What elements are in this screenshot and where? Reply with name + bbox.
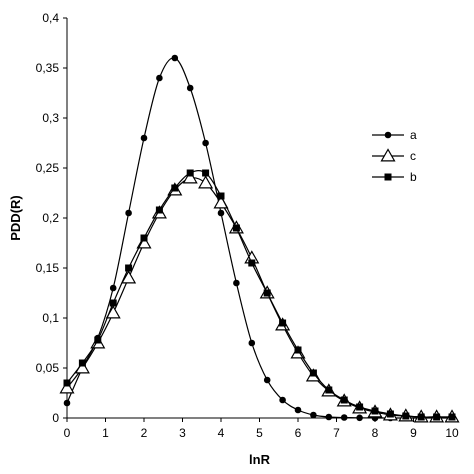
data-point-b bbox=[356, 403, 364, 411]
x-axis-title: lnR bbox=[249, 452, 271, 467]
data-point-b bbox=[155, 206, 163, 214]
data-point-c bbox=[182, 170, 198, 184]
series-line-b bbox=[66, 170, 452, 418]
data-point-c bbox=[121, 270, 137, 284]
data-point-b bbox=[340, 396, 348, 404]
data-point-b bbox=[202, 169, 210, 177]
data-point-a bbox=[217, 209, 225, 217]
legend-label-c: c bbox=[410, 149, 416, 163]
x-tick-label: 9 bbox=[410, 426, 417, 440]
x-tick-label: 0 bbox=[64, 426, 71, 440]
data-point-b bbox=[325, 386, 333, 394]
x-tick-label: 3 bbox=[179, 426, 186, 440]
x-tick-label: 10 bbox=[445, 426, 459, 440]
y-axis-title: PDD(R) bbox=[8, 195, 23, 241]
data-point-a bbox=[310, 411, 317, 419]
data-point-b bbox=[386, 410, 394, 418]
data-point-a bbox=[140, 134, 148, 142]
x-tick-label: 2 bbox=[141, 426, 148, 440]
data-point-a bbox=[171, 54, 179, 62]
data-point-a bbox=[233, 279, 240, 287]
x-tick-label: 1 bbox=[102, 426, 109, 440]
series-b bbox=[63, 169, 456, 421]
x-tick-label: 4 bbox=[218, 426, 225, 440]
data-point-b bbox=[63, 379, 71, 387]
legend-label-a: a bbox=[410, 128, 417, 142]
y-tick-label: 0,15 bbox=[36, 261, 60, 275]
series-layer bbox=[59, 54, 460, 423]
legend-item-c: c bbox=[372, 148, 416, 163]
x-tick-labels: 0 1 2 3 4 5 6 7 8 9 10 bbox=[64, 418, 459, 440]
data-point-b bbox=[217, 192, 225, 200]
legend-marker-c bbox=[380, 148, 396, 162]
data-point-a bbox=[248, 339, 256, 347]
data-point-b bbox=[417, 413, 425, 421]
x-tick-label: 6 bbox=[295, 426, 302, 440]
data-point-a bbox=[340, 414, 348, 421]
data-point-a bbox=[186, 84, 194, 92]
y-tick-label: 0 bbox=[52, 411, 59, 425]
x-tick-label: 8 bbox=[372, 426, 379, 440]
data-point-a bbox=[294, 406, 302, 414]
data-point-b bbox=[433, 413, 441, 421]
data-point-c bbox=[105, 305, 121, 319]
data-point-a bbox=[63, 399, 71, 407]
data-point-b bbox=[186, 169, 194, 177]
data-point-b bbox=[94, 336, 102, 344]
data-point-a bbox=[202, 139, 209, 147]
data-point-b bbox=[448, 413, 456, 421]
y-tick-label: 0,25 bbox=[36, 161, 60, 175]
legend: acb bbox=[372, 128, 417, 184]
data-point-a bbox=[356, 414, 363, 422]
data-point-b bbox=[402, 412, 410, 420]
axes bbox=[66, 18, 452, 419]
y-tick-label: 0,1 bbox=[42, 311, 59, 325]
y-tick-labels: 0 0,05 0,1 0,15 0,2 0,25 0,3 0,35 0,4 bbox=[36, 11, 67, 425]
y-tick-label: 0,4 bbox=[42, 11, 59, 25]
x-tick-label: 7 bbox=[333, 426, 340, 440]
data-point-b bbox=[232, 224, 240, 232]
data-point-b bbox=[309, 369, 317, 377]
data-point-a bbox=[125, 209, 132, 217]
series-line-a bbox=[66, 57, 452, 419]
data-point-b bbox=[248, 259, 256, 267]
legend-item-a: a bbox=[372, 128, 417, 142]
data-point-b bbox=[171, 184, 179, 192]
y-tick-label: 0,35 bbox=[36, 61, 60, 75]
data-point-b bbox=[109, 299, 117, 307]
y-tick-label: 0,3 bbox=[42, 111, 59, 125]
data-point-c bbox=[198, 175, 214, 189]
data-point-b bbox=[294, 346, 302, 354]
series-c bbox=[59, 170, 460, 423]
series-a bbox=[63, 54, 456, 422]
data-point-a bbox=[263, 376, 271, 384]
data-point-a bbox=[279, 396, 286, 404]
legend-marker-a bbox=[384, 131, 392, 139]
data-point-b bbox=[125, 264, 133, 272]
x-tick-label: 5 bbox=[256, 426, 263, 440]
legend-item-b: b bbox=[372, 170, 417, 184]
data-point-b bbox=[78, 359, 86, 367]
data-point-c bbox=[59, 380, 75, 394]
y-tick-label: 0,05 bbox=[36, 361, 60, 375]
series-line-c bbox=[66, 177, 452, 418]
y-tick-label: 0,2 bbox=[42, 211, 59, 225]
data-point-a bbox=[156, 74, 163, 82]
data-point-b bbox=[371, 407, 379, 415]
data-point-a bbox=[109, 284, 117, 292]
data-point-b bbox=[263, 289, 271, 297]
data-point-b bbox=[279, 319, 287, 327]
data-point-a bbox=[325, 413, 333, 421]
data-point-b bbox=[140, 234, 148, 242]
legend-label-b: b bbox=[410, 170, 417, 184]
legend-marker-b bbox=[384, 173, 392, 181]
